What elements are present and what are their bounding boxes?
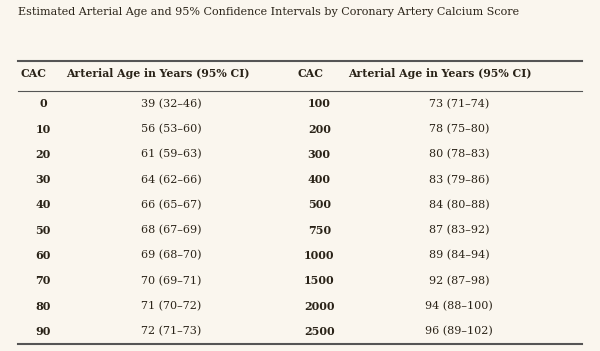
Text: 70: 70: [35, 275, 51, 286]
Text: 10: 10: [35, 124, 51, 135]
Text: 84 (80–88): 84 (80–88): [428, 200, 490, 210]
Text: 68 (67–69): 68 (67–69): [141, 225, 201, 236]
Text: 66 (65–67): 66 (65–67): [141, 200, 201, 210]
Text: 83 (79–86): 83 (79–86): [429, 174, 489, 185]
Text: 400: 400: [308, 174, 331, 185]
Text: 1500: 1500: [304, 275, 335, 286]
Text: 2000: 2000: [304, 300, 334, 312]
Text: 60: 60: [35, 250, 51, 261]
Text: 20: 20: [35, 149, 51, 160]
Text: 1000: 1000: [304, 250, 334, 261]
Text: 750: 750: [308, 225, 331, 236]
Text: CAC: CAC: [21, 68, 47, 79]
Text: Arterial Age in Years (95% CI): Arterial Age in Years (95% CI): [348, 68, 532, 79]
Text: 80 (78–83): 80 (78–83): [429, 149, 489, 160]
Text: 78 (75–80): 78 (75–80): [429, 124, 489, 134]
Text: 50: 50: [35, 225, 51, 236]
Text: 0: 0: [40, 98, 47, 110]
Text: 69 (68–70): 69 (68–70): [141, 250, 201, 261]
Text: 2500: 2500: [304, 326, 335, 337]
Text: 100: 100: [308, 98, 331, 110]
Text: 200: 200: [308, 124, 331, 135]
Text: Arterial Age in Years (95% CI): Arterial Age in Years (95% CI): [66, 68, 250, 79]
Text: 87 (83–92): 87 (83–92): [429, 225, 489, 236]
Text: 56 (53–60): 56 (53–60): [140, 124, 202, 134]
Text: 72 (71–73): 72 (71–73): [141, 326, 201, 337]
Text: 39 (32–46): 39 (32–46): [140, 99, 202, 109]
Text: 94 (88–100): 94 (88–100): [425, 301, 493, 311]
Text: 70 (69–71): 70 (69–71): [141, 276, 201, 286]
Text: 92 (87–98): 92 (87–98): [429, 276, 489, 286]
Text: 61 (59–63): 61 (59–63): [140, 149, 202, 160]
Text: 80: 80: [35, 300, 51, 312]
Text: 96 (89–102): 96 (89–102): [425, 326, 493, 337]
Text: 40: 40: [35, 199, 51, 211]
Text: 500: 500: [308, 199, 331, 211]
Text: 30: 30: [35, 174, 51, 185]
Text: 73 (71–74): 73 (71–74): [429, 99, 489, 109]
Text: Estimated Arterial Age and 95% Confidence Intervals by Coronary Artery Calcium S: Estimated Arterial Age and 95% Confidenc…: [18, 7, 519, 17]
Text: 64 (62–66): 64 (62–66): [140, 174, 202, 185]
Text: 89 (84–94): 89 (84–94): [428, 250, 490, 261]
Text: 90: 90: [35, 326, 51, 337]
Text: 71 (70–72): 71 (70–72): [141, 301, 201, 311]
Text: 300: 300: [308, 149, 331, 160]
Text: CAC: CAC: [297, 68, 323, 79]
